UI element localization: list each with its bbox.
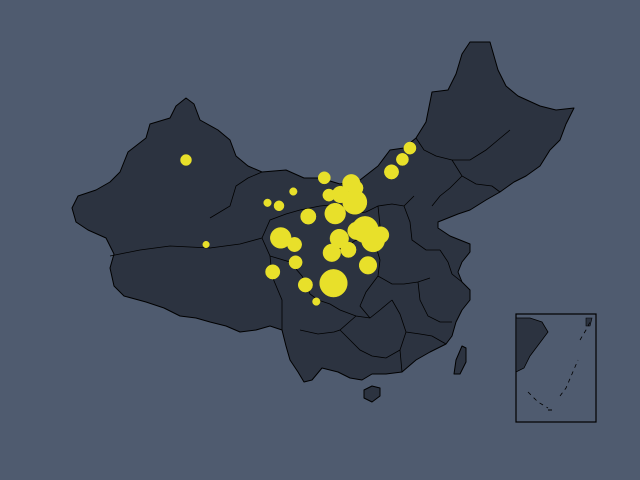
city-bubble (322, 243, 341, 262)
city-bubble (342, 189, 368, 215)
hainan (363, 385, 381, 403)
city-bubble (312, 297, 321, 306)
city-bubble (361, 228, 385, 253)
city-bubble (358, 256, 378, 275)
city-bubble (396, 153, 409, 166)
city-bubble (319, 269, 348, 298)
taiwan (453, 345, 467, 375)
south-china-sea-inset (515, 313, 597, 423)
city-bubble (289, 187, 298, 196)
city-bubble (180, 154, 192, 166)
mainland-china (71, 41, 575, 383)
city-bubble (340, 241, 357, 258)
city-bubble (273, 200, 285, 212)
city-bubble (297, 277, 313, 293)
city-bubble (202, 240, 210, 249)
city-bubble (324, 202, 346, 225)
city-bubble (300, 208, 317, 225)
city-bubble (287, 237, 302, 252)
city-bubble (317, 171, 331, 185)
bubble-layer (180, 141, 417, 306)
city-bubble (384, 164, 399, 180)
city-bubble (403, 141, 417, 155)
city-bubble (263, 198, 272, 207)
city-bubble (288, 255, 303, 270)
city-bubble (265, 264, 281, 280)
